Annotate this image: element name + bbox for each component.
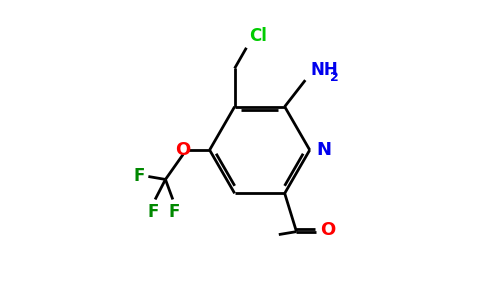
Text: F: F — [134, 167, 145, 185]
Text: N: N — [316, 141, 331, 159]
Text: F: F — [148, 203, 159, 221]
Text: Cl: Cl — [249, 27, 267, 45]
Text: O: O — [320, 221, 335, 239]
Text: F: F — [168, 203, 180, 221]
Text: O: O — [176, 141, 191, 159]
Text: NH: NH — [311, 61, 338, 79]
Text: 2: 2 — [330, 71, 338, 84]
